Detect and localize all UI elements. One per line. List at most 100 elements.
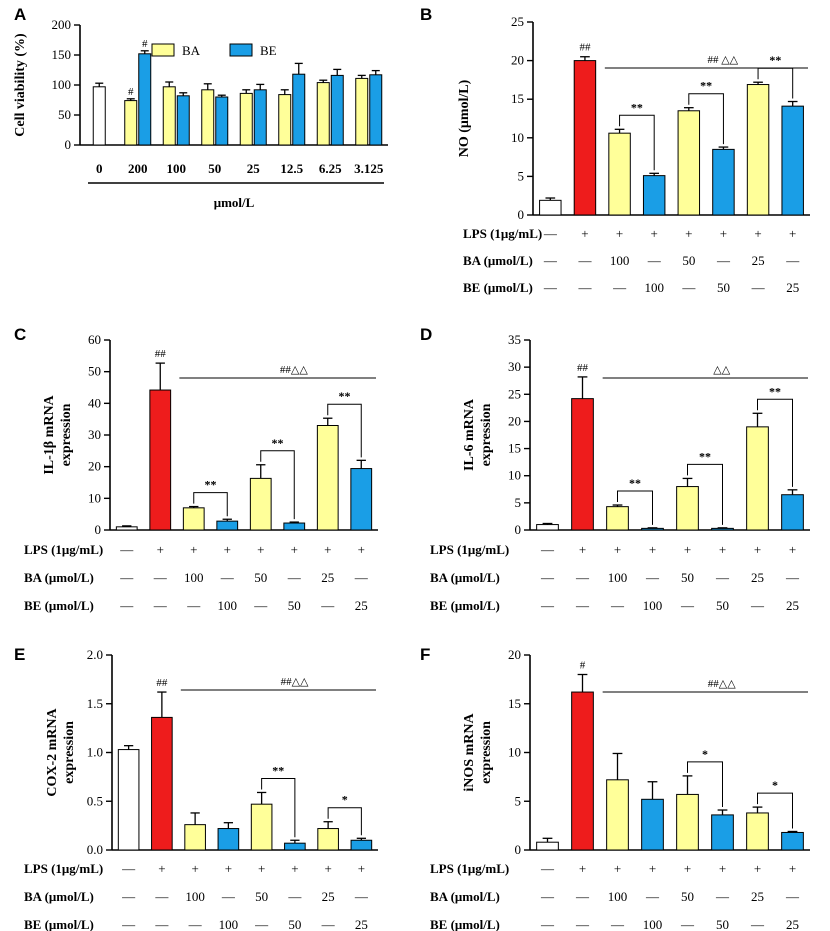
bar-be-50 [283, 522, 306, 531]
sig-mark: ## [156, 677, 168, 689]
comparison-bracket [757, 67, 794, 99]
cell-ba: — [715, 889, 730, 904]
row-label-lps: LPS (1μg/mL) [430, 542, 509, 557]
y-tick-label: 15 [508, 696, 521, 711]
cell-ba: — [647, 253, 662, 268]
cell-lps: + [614, 542, 621, 557]
bar-be-50 [711, 814, 734, 851]
bar-be [176, 95, 190, 146]
y-tick-label: 20 [508, 647, 521, 662]
row-label-ba: BA (μmol/L) [24, 570, 94, 585]
cell-ba: 100 [610, 253, 630, 268]
y-tick-label: 1.5 [87, 696, 103, 711]
panel-label: D [420, 325, 432, 344]
comparison-sig: * [702, 747, 708, 761]
cell-lps: + [651, 226, 658, 241]
bar-ba [201, 89, 215, 146]
y-tick-label: 60 [88, 332, 101, 347]
bar-be [292, 73, 306, 146]
cell-lps: + [225, 861, 232, 876]
comparison-sig: ** [631, 100, 643, 114]
bar-ba-25 [317, 828, 339, 851]
cell-be: — [575, 598, 590, 613]
cell-be: — [680, 917, 695, 931]
y-axis-title: iNOS mRNA expression [462, 713, 494, 792]
cell-ba: — [645, 889, 660, 904]
y-tick-label: 25 [511, 14, 524, 29]
y-tick-label: 150 [52, 47, 72, 62]
cell-lps: + [358, 861, 365, 876]
y-tick-label: 1.0 [87, 745, 103, 760]
bar-ba-100 [182, 507, 205, 531]
cell-be: — [577, 280, 592, 295]
panel-c: C 0 10 20 30 40 50 60 IL-1β mRNA expression ## ##△△… [14, 325, 378, 613]
cell-ba: 100 [608, 570, 628, 585]
comparison-sig: ** [272, 763, 284, 777]
row-label-ba: BA (μmol/L) [463, 253, 533, 268]
cell-lps: + [579, 861, 586, 876]
bar-control [92, 86, 106, 146]
cell-be: — [680, 598, 695, 613]
y-tick-label: 0 [518, 207, 525, 222]
cell-ba: — [119, 570, 134, 585]
cell-lps: — [121, 861, 136, 876]
cell-lps: + [754, 861, 761, 876]
cell-be: — [254, 917, 269, 931]
y-tick-label: 15 [511, 91, 524, 106]
cell-lps: + [157, 542, 164, 557]
panel-d: D 0 5 10 15 20 25 30 35 IL-6 mRNA expression ## △△ **… [420, 325, 810, 613]
bar-ba [355, 77, 369, 146]
comparison-bracket [619, 114, 655, 171]
comparison-bracket [757, 398, 793, 487]
bar-lps [151, 716, 173, 851]
cell-ba: — [785, 570, 800, 585]
cell-lps: + [358, 542, 365, 557]
bar-lps [571, 398, 594, 531]
cell-be: — [540, 598, 555, 613]
y-tick-label: 10 [508, 745, 521, 760]
comparison-sig: ** [699, 449, 711, 463]
cell-be: — [153, 598, 168, 613]
cell-ba: — [645, 570, 660, 585]
cell-lps: + [257, 542, 264, 557]
cell-ba: — [354, 570, 369, 585]
comparison-sig: ** [205, 478, 217, 492]
cell-lps: + [754, 542, 761, 557]
bar-lps [149, 389, 172, 531]
panel-f: F 0 5 10 15 20 iNOS mRNA expression # ##△△ * * LPS (… [420, 645, 810, 931]
x-axis-title: μmol/L [214, 195, 255, 210]
x-tick-label: 100 [167, 161, 187, 176]
cell-lps: — [540, 861, 555, 876]
legend-label-be: BE [260, 43, 277, 58]
bar-ba-25 [316, 425, 339, 531]
bar-control [539, 199, 562, 216]
bar-lps [573, 60, 597, 216]
y-tick-label: 35 [508, 332, 521, 347]
x-tick-label: 6.25 [319, 161, 342, 176]
sig-mark: # [580, 660, 586, 672]
group-sig-label: ##△△ [280, 364, 308, 376]
cell-be: 100 [643, 598, 663, 613]
cell-ba: — [575, 570, 590, 585]
comparison-sig: ** [769, 384, 781, 398]
cell-be: — [610, 917, 625, 931]
cell-ba: 50 [255, 889, 268, 904]
cell-ba: — [785, 889, 800, 904]
cell-lps: + [789, 542, 796, 557]
sig-mark: # [128, 86, 134, 98]
cell-lps: + [789, 226, 796, 241]
row-label-ba: BA (μmol/L) [24, 889, 94, 904]
legend-swatch-be [229, 43, 253, 57]
cell-ba: 100 [184, 570, 204, 585]
cell-lps: + [581, 226, 588, 241]
y-tick-label: 25 [508, 386, 521, 401]
cell-ba: — [716, 253, 731, 268]
y-tick-label: 5 [518, 168, 525, 183]
y-tick-label: 30 [508, 359, 521, 374]
y-tick-label: 20 [508, 413, 521, 428]
group-sig-label: △△ [713, 364, 730, 376]
cell-ba: — [540, 889, 555, 904]
bar-ba-25 [746, 426, 769, 531]
panel-label: E [14, 645, 25, 664]
